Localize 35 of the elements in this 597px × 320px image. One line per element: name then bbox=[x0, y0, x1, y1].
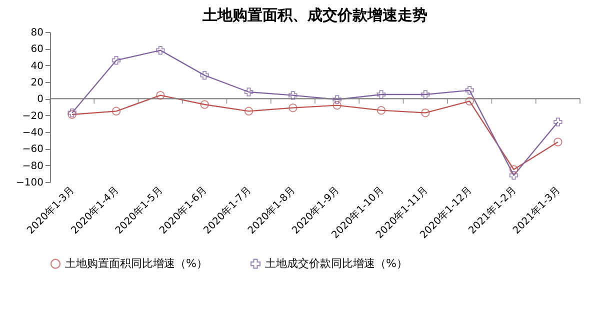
point bbox=[421, 90, 430, 99]
point bbox=[200, 70, 209, 80]
y-tick-label: −40 bbox=[22, 128, 44, 138]
y-tick-label: −20 bbox=[22, 110, 44, 122]
point bbox=[554, 138, 562, 146]
y-tick-label: 80 bbox=[30, 28, 44, 38]
y-tick-label: −60 bbox=[22, 144, 44, 156]
point bbox=[288, 103, 298, 112]
point bbox=[376, 106, 386, 115]
point bbox=[200, 100, 209, 109]
chart-title: 土地购置面积、成交价款增速走势 bbox=[202, 6, 428, 24]
point bbox=[156, 90, 165, 100]
y-tick-label: 0 bbox=[37, 94, 44, 106]
point bbox=[465, 96, 474, 106]
y-tick-label: −80 bbox=[22, 160, 44, 172]
point bbox=[112, 56, 121, 65]
point bbox=[465, 86, 474, 95]
point bbox=[244, 106, 254, 116]
y-tick-label: 60 bbox=[30, 44, 44, 56]
point bbox=[288, 90, 298, 100]
point bbox=[112, 106, 121, 116]
point bbox=[421, 108, 430, 118]
point bbox=[332, 95, 342, 104]
point bbox=[332, 100, 342, 110]
point bbox=[509, 165, 518, 174]
y-tick-label: 40 bbox=[30, 60, 44, 72]
y-tick-label: −100 bbox=[16, 178, 44, 188]
point bbox=[554, 118, 562, 126]
point bbox=[156, 46, 165, 55]
y-tick-label: 20 bbox=[30, 78, 44, 88]
point bbox=[244, 88, 254, 96]
point bbox=[509, 170, 518, 180]
legend-label: 土地购置面积同比增速（%） bbox=[65, 256, 208, 270]
point bbox=[376, 90, 386, 99]
legend-label: 土地成交价款同比增速（%） bbox=[265, 256, 408, 270]
